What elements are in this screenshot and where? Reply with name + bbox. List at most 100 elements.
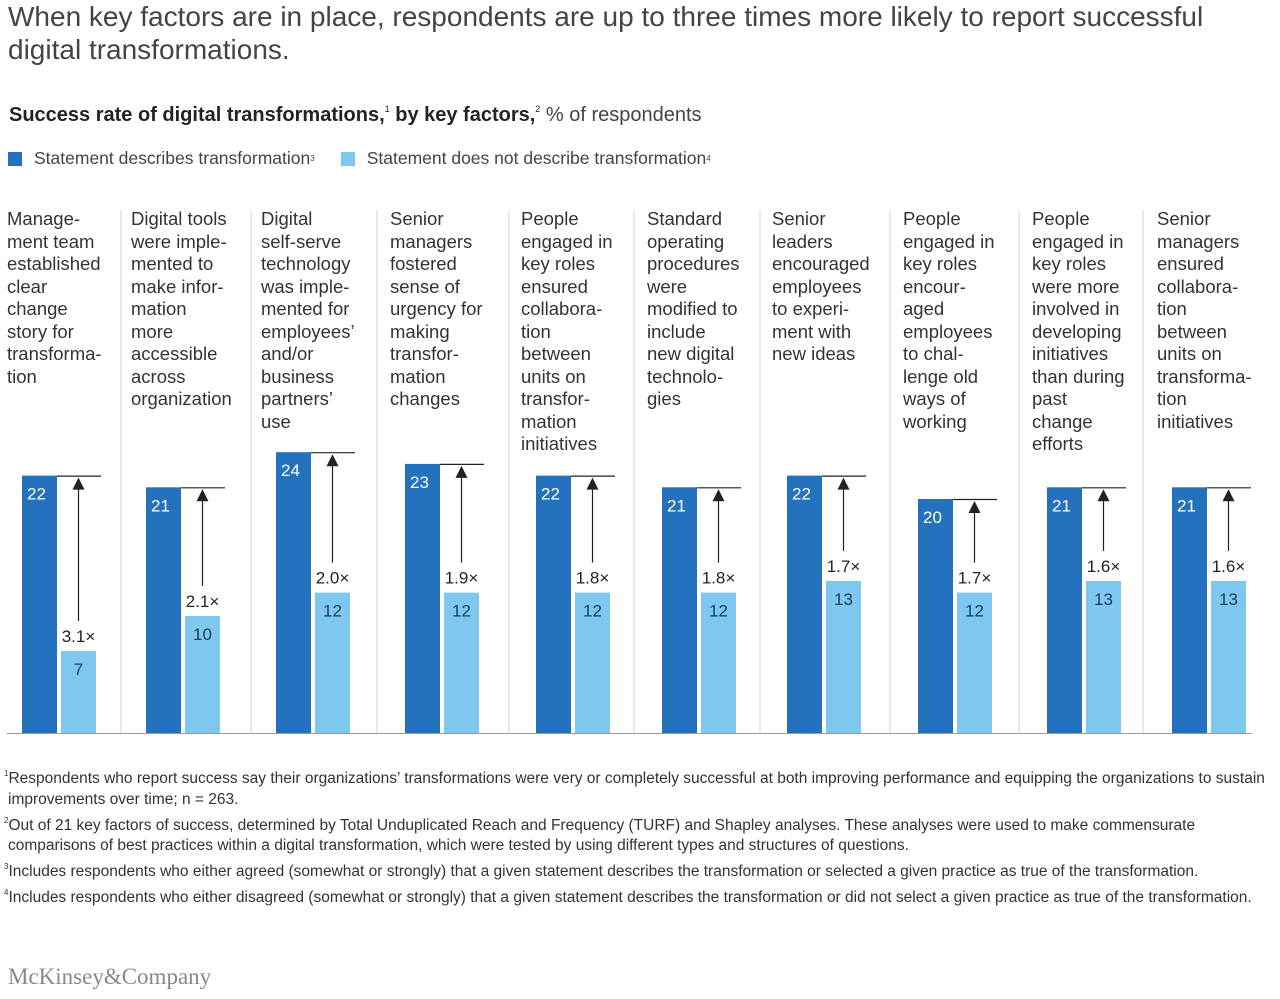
legend-label-describes: Statement describes transformation — [34, 148, 311, 168]
arrow-head — [586, 477, 599, 490]
value-label-describes: 21 — [1052, 496, 1071, 515]
category-label-line: tion — [521, 320, 551, 342]
category-label-line: story for — [7, 320, 74, 342]
category-label-line: key roles — [903, 253, 978, 274]
category-label-line: units on — [521, 365, 586, 387]
category-label-line: to experi- — [772, 298, 850, 319]
category-label-line: tion — [1157, 298, 1187, 319]
category-label-line: initiatives — [1032, 343, 1109, 364]
category-label-line: include — [647, 320, 706, 342]
category-label-line: managers — [1157, 230, 1240, 252]
bar-not-describes — [957, 592, 992, 733]
arrow-head — [837, 477, 850, 490]
category-label-line: change — [1032, 410, 1093, 432]
category-label-line: key roles — [521, 253, 596, 274]
value-label-describes: 21 — [151, 496, 170, 515]
bar-describes — [918, 499, 953, 733]
footnote-1: 1Respondents who report success say thei… — [4, 764, 1274, 811]
footnote-2-text: Out of 21 key factors of success, determ… — [8, 816, 1196, 855]
footnote-3: 3Includes respondents who either agreed … — [4, 857, 1274, 883]
category-label-line: organization — [131, 388, 232, 409]
category-label: Digital self-serve technology was imple-men… — [261, 208, 355, 433]
category-label-line: urgency for — [390, 298, 483, 319]
arrow-head — [968, 501, 981, 513]
bar-describes — [1172, 487, 1207, 733]
category-label-line: involved in — [1032, 298, 1120, 319]
footnote-3-marker: 3 — [4, 862, 9, 872]
category-label-line: than during — [1032, 365, 1125, 387]
subtitle-bold-2: by key factors, — [389, 104, 536, 126]
arrow-head — [196, 489, 209, 502]
category-label-line: gies — [647, 388, 681, 409]
footnote-1-marker: 1 — [4, 769, 9, 778]
category-label-line: transfor- — [390, 343, 459, 364]
footnote-2: 2Out of 21 key factors of success, deter… — [4, 811, 1274, 858]
category-label-line: collabora- — [521, 298, 603, 319]
category-label-line: between — [521, 343, 591, 364]
category-label-line: established — [7, 253, 101, 274]
bar-not-describes — [1211, 580, 1246, 733]
category-label-line: across — [131, 365, 186, 387]
category-label-line: employees — [903, 320, 993, 342]
category-label-line: People — [903, 208, 961, 229]
value-label-not-describes: 13 — [834, 590, 853, 609]
category-label-line: Senior — [390, 208, 444, 229]
category-label-line: technology — [261, 253, 351, 274]
category-label-line: transfor- — [521, 388, 590, 409]
category-label-line: units on — [1157, 343, 1222, 364]
legend-swatch-light-blue — [340, 151, 355, 166]
legend-swatch-dark-blue — [8, 151, 22, 166]
category-label-line: operating — [647, 230, 725, 252]
category-label-line: lenge old — [903, 365, 979, 387]
category-label-line: past — [1032, 388, 1067, 409]
category-label: Senior leaders encouraged employees to exper… — [772, 208, 870, 366]
category-label: Standard operating procedures were modified … — [647, 208, 740, 411]
legend-item-describes: Statement describes transformation 3 — [8, 148, 315, 169]
value-label-describes: 24 — [281, 461, 300, 480]
category-label-line: initiatives — [1157, 410, 1234, 432]
multiplier-label: 3.1× — [62, 627, 96, 646]
category-label-line: efforts — [1032, 433, 1084, 454]
arrow-head — [1222, 489, 1235, 502]
category-label-line: was imple- — [261, 275, 350, 297]
category-label-line: encour- — [903, 275, 966, 297]
category-label-line: Standard — [647, 208, 723, 229]
bar-describes — [662, 487, 697, 733]
footnote-4-text: Includes respondents who either disagree… — [8, 888, 1252, 906]
category-label-line: engaged in — [903, 230, 995, 252]
category-label-line: engaged in — [1032, 230, 1124, 252]
value-label-not-describes: 13 — [1094, 590, 1113, 609]
multiplier-label: 1.8× — [576, 569, 610, 588]
legend-sup-describes: 3 — [310, 154, 315, 163]
category-label-line: procedures — [647, 253, 740, 274]
category-label-line: Senior — [1157, 208, 1211, 229]
category-label: People engaged in key roles were more involv… — [1032, 208, 1125, 456]
bar-not-describes — [444, 592, 479, 733]
footnote-1-text: Respondents who report success say their… — [8, 770, 1265, 808]
value-label-describes: 22 — [27, 485, 46, 504]
legend-sup-not-describes: 4 — [706, 154, 711, 163]
category-label-line: key roles — [1032, 253, 1107, 274]
footnote-2-marker: 2 — [4, 815, 9, 825]
category-label-line: employees — [772, 275, 862, 297]
category-label-line: tion — [1157, 388, 1187, 409]
category-label-line: new ideas — [772, 343, 856, 364]
category-label-line: managers — [390, 230, 473, 252]
legend-label-not-describes: Statement does not describe transformati… — [366, 148, 707, 168]
bar-not-describes — [61, 651, 96, 733]
category-label-line: between — [1157, 320, 1227, 342]
category-label-line: clear — [7, 275, 48, 297]
bar-not-describes — [575, 592, 610, 733]
footnotes: 1Respondents who report success say thei… — [4, 764, 1274, 909]
subtitle-sup-2: 2 — [535, 104, 541, 114]
category-label-line: to chal- — [903, 343, 964, 364]
multiplier-label: 1.7× — [958, 569, 992, 588]
category-label-line: initiatives — [521, 433, 598, 454]
value-label-not-describes: 12 — [452, 602, 471, 621]
bar-describes — [146, 487, 181, 733]
chart-subtitle: Success rate of digital transformations,… — [9, 104, 702, 127]
bar-describes — [276, 452, 311, 733]
category-label-line: People — [1032, 208, 1090, 229]
category-label-line: working — [903, 410, 967, 432]
category-label-line: aged — [903, 298, 945, 319]
